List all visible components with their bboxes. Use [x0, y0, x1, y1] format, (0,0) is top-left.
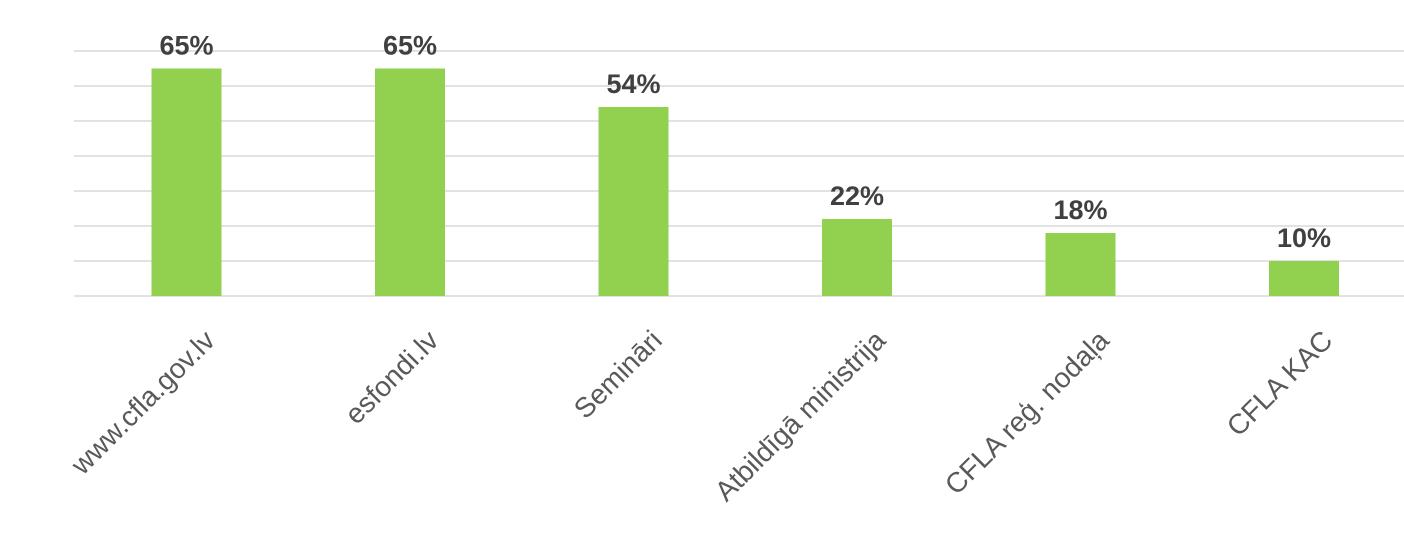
category-label-0: www.cfla.gov.lv	[64, 324, 221, 481]
category-label-1: esfondi.lv	[339, 324, 445, 430]
data-labels: 65% 65% 54% 22% 18% 10%	[159, 31, 1331, 254]
bars	[151, 68, 1339, 296]
data-label-5: 10%	[1277, 223, 1331, 253]
bar-3	[822, 219, 892, 296]
data-label-2: 54%	[606, 69, 660, 99]
category-label-2: Semināri	[568, 324, 668, 424]
bar-0	[151, 68, 222, 296]
bar-4	[1045, 233, 1116, 296]
category-labels: www.cfla.gov.lv esfondi.lv Semināri Atbildī…	[64, 324, 1338, 507]
data-label-3: 22%	[830, 181, 884, 211]
data-label-1: 65%	[383, 31, 437, 61]
gridlines	[74, 50, 1404, 297]
data-label-4: 18%	[1053, 195, 1107, 225]
bar-5	[1269, 261, 1339, 296]
category-label-3: Atbildīgā ministrija	[709, 324, 892, 507]
category-label-4: CFLA reģ. nodaļa	[939, 324, 1115, 500]
bar-1	[375, 68, 445, 296]
bar-2	[598, 107, 669, 296]
category-label-5: CFLA KAC	[1221, 324, 1339, 442]
data-label-0: 65%	[159, 31, 213, 61]
